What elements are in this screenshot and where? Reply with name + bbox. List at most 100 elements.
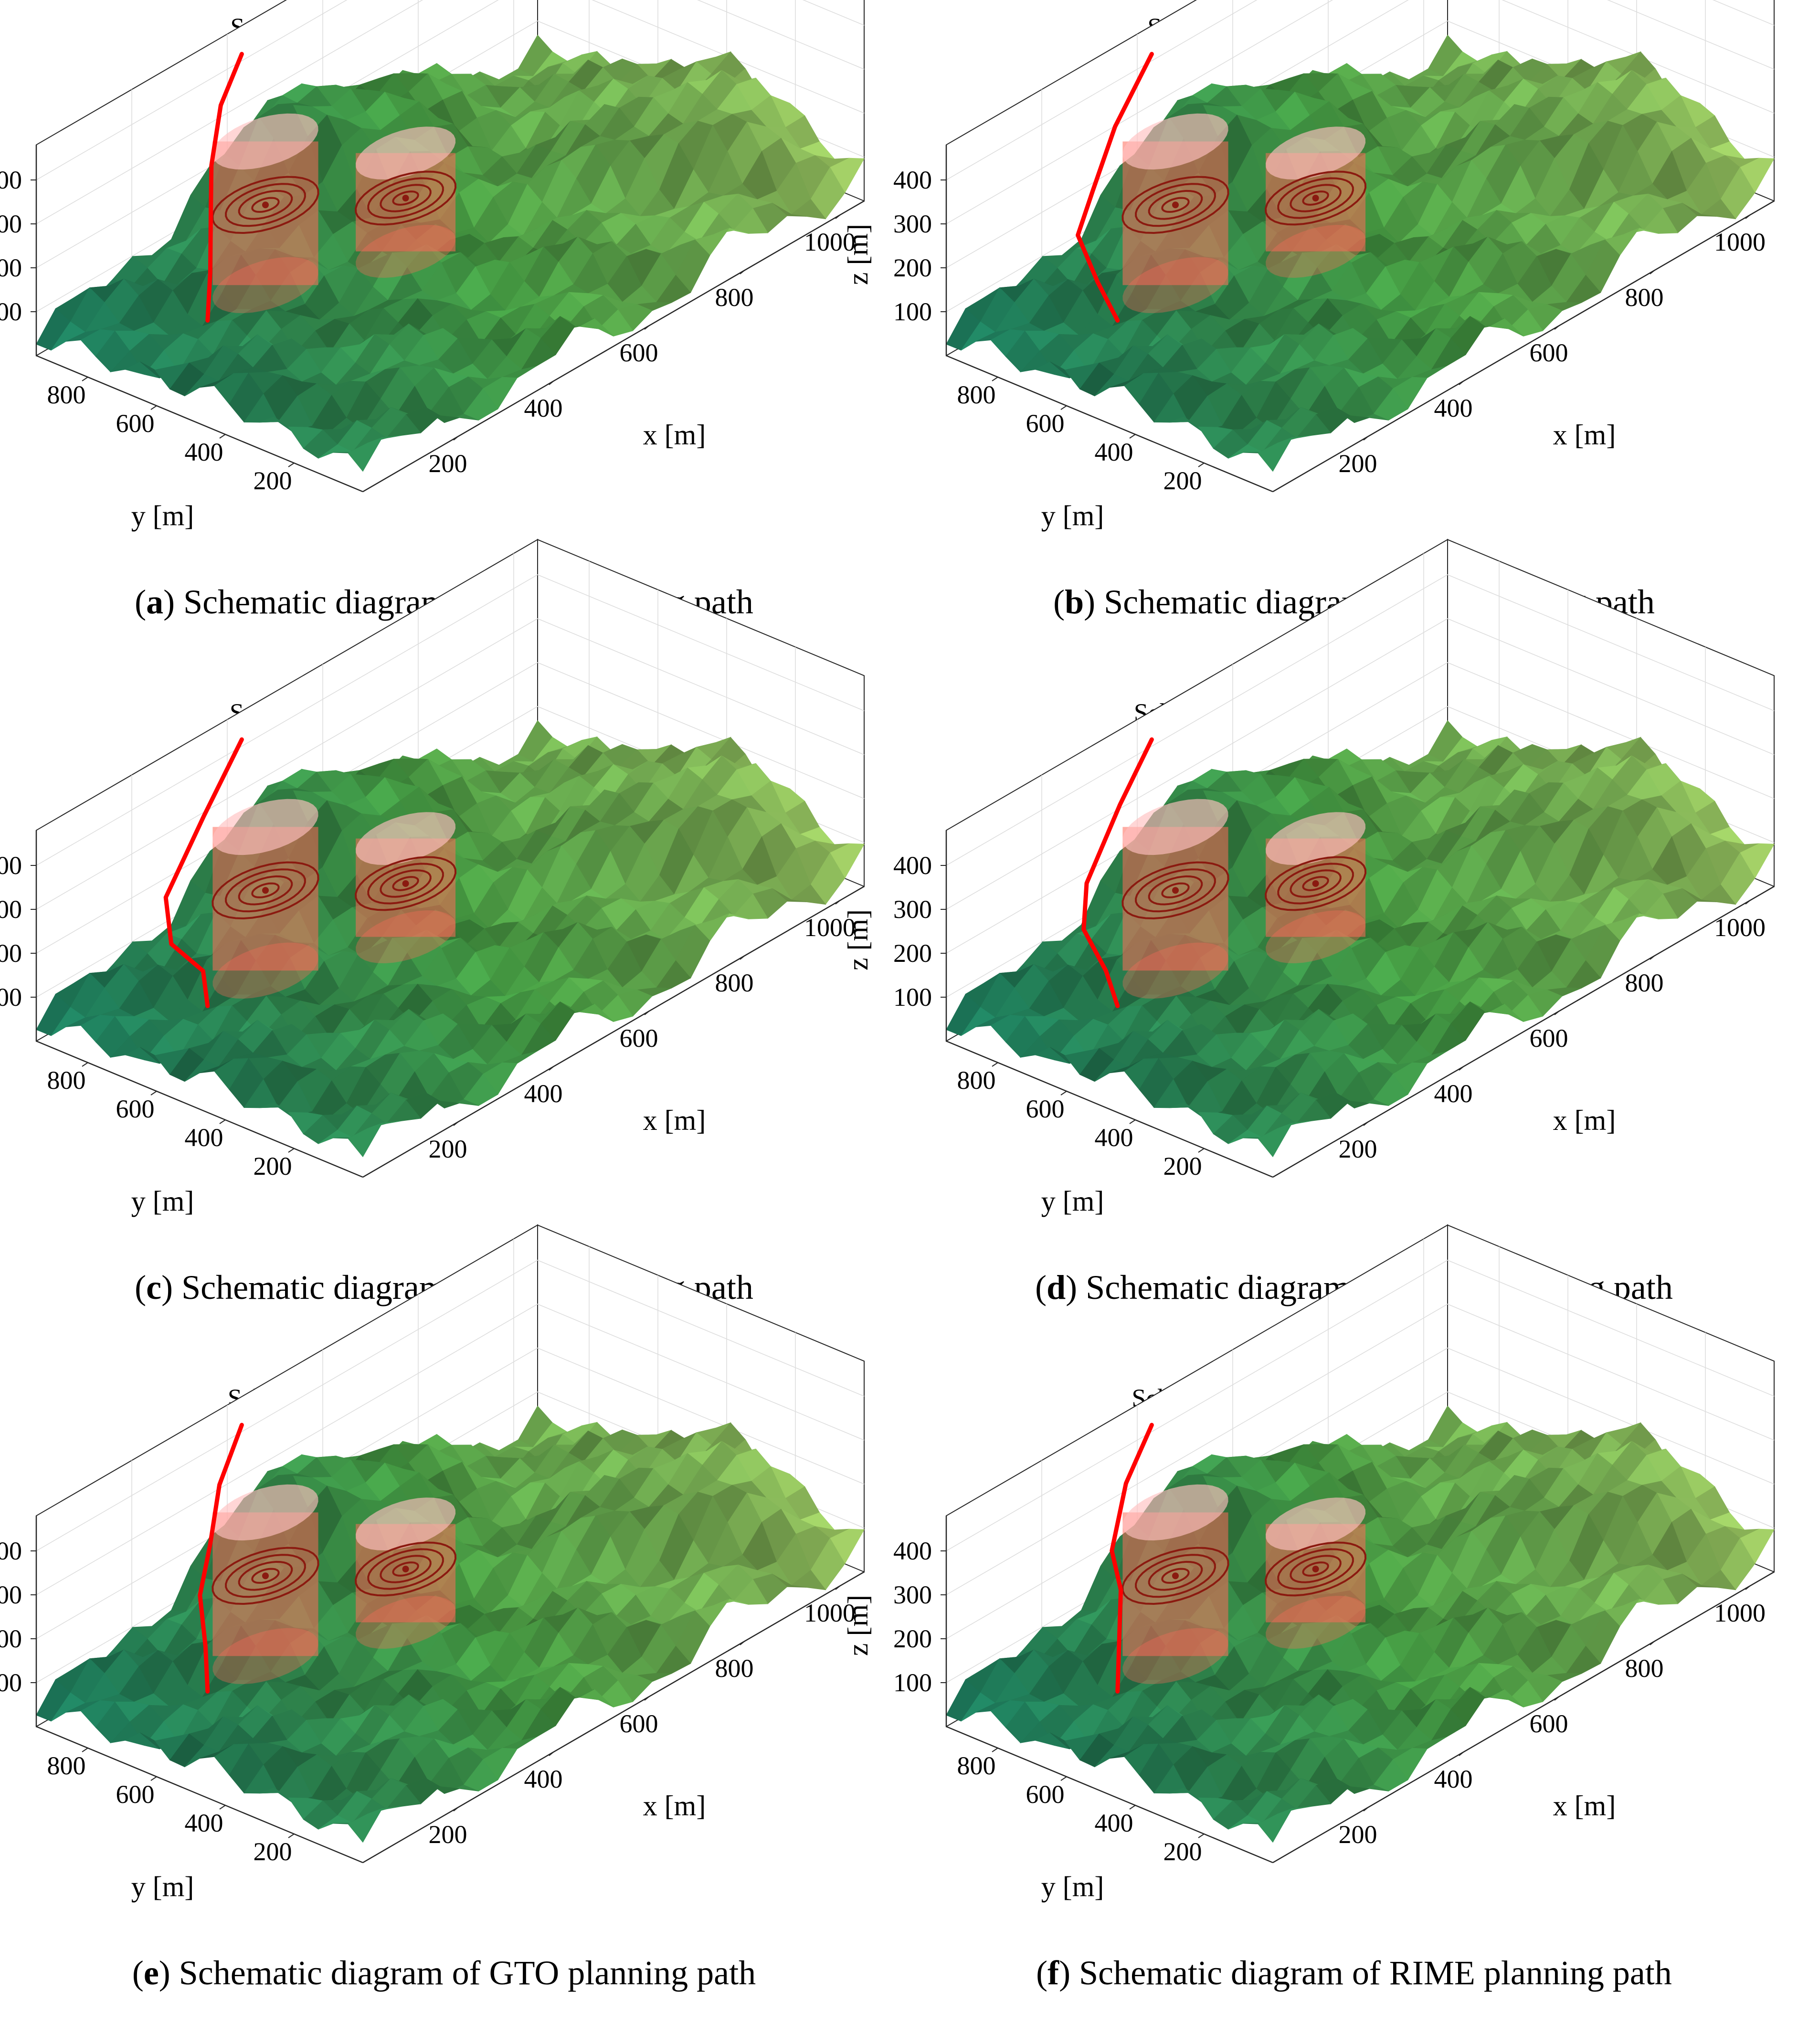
planning-path-line xyxy=(1110,1422,1154,1694)
contour-ring xyxy=(367,177,444,219)
contour-ring xyxy=(367,863,444,905)
obstacle-center xyxy=(1172,201,1179,209)
caption-letter: c xyxy=(146,1268,162,1306)
terrain-surface xyxy=(36,1405,865,1843)
y-tick xyxy=(150,1776,157,1781)
y-tick xyxy=(219,1805,226,1810)
y-tick-label: 400 xyxy=(1095,1123,1133,1152)
contour-ring xyxy=(1265,856,1367,911)
x-tick xyxy=(1459,1751,1464,1756)
obstacle-center xyxy=(402,880,409,887)
contour-ring xyxy=(238,190,293,220)
z-tick-label: 300 xyxy=(893,895,932,924)
x-tick-label: 400 xyxy=(1434,1765,1473,1793)
obstacle-center xyxy=(402,194,409,201)
y-tick xyxy=(1198,463,1205,467)
y-tick-label: 600 xyxy=(1026,1095,1065,1123)
contour-ring xyxy=(238,1560,293,1591)
grid-line xyxy=(36,1348,865,1639)
obstacle-cylinder xyxy=(1121,1484,1229,1684)
x-tick-label: 800 xyxy=(715,969,754,997)
planning-path-line xyxy=(1081,737,1154,1008)
x-tick-label: 600 xyxy=(1530,1709,1568,1738)
tick-labels: 200 400 600 800 1000 200 400 600 800 100 200 300 400 xyxy=(0,851,856,1180)
contour-ring xyxy=(225,868,306,913)
terrain-cell xyxy=(1258,437,1293,472)
x-tick xyxy=(1459,380,1464,385)
z-tick-label: 100 xyxy=(0,297,22,326)
y-axis-line xyxy=(946,355,1273,493)
x-axis-line xyxy=(362,1571,865,1864)
cylinder-top xyxy=(212,113,318,170)
contour-ring xyxy=(1290,184,1342,212)
contour-ring xyxy=(212,861,319,920)
y-tick xyxy=(1060,1091,1067,1096)
x-tick xyxy=(453,436,459,441)
y-tick xyxy=(1129,1805,1136,1810)
y-tick xyxy=(219,1119,226,1124)
tick-labels: 200 400 600 800 1000 200 400 600 800 100 200 300 400 xyxy=(893,1537,1766,1866)
y-tick-label: 600 xyxy=(116,1095,155,1123)
grid-line xyxy=(36,574,865,866)
obstacle-cylinder xyxy=(212,799,319,999)
z-tick-label: 300 xyxy=(0,210,22,238)
contour-ring xyxy=(1121,1547,1229,1605)
cylinder-top xyxy=(356,126,456,179)
contour-ring xyxy=(1121,176,1229,234)
x-axis-label: x [m] xyxy=(1553,419,1616,451)
z-tick-label: 200 xyxy=(893,253,932,282)
x-tick xyxy=(835,1585,841,1590)
y-tick xyxy=(1060,405,1067,410)
grid-lines xyxy=(36,1239,865,1683)
contour-ring xyxy=(1135,183,1216,227)
y-axis-label: y [m] xyxy=(1041,1871,1104,1902)
caption-letter: e xyxy=(143,1954,159,1992)
x-axis-label: x [m] xyxy=(643,1105,706,1136)
y-tick xyxy=(288,1833,295,1838)
grid-line xyxy=(946,0,1775,180)
cylinder-top xyxy=(212,1484,318,1541)
contour-ring xyxy=(1148,1560,1203,1591)
terrain-cell xyxy=(1258,1122,1293,1158)
y-tick xyxy=(1198,1148,1205,1153)
y-tick xyxy=(1198,1833,1205,1838)
grid-line xyxy=(946,662,1775,954)
contour-ring xyxy=(1121,861,1229,920)
y-tick-label: 200 xyxy=(1163,1837,1202,1866)
y-tick-label: 200 xyxy=(1163,1152,1202,1180)
cylinder-top xyxy=(1266,1497,1366,1550)
obstacle-cylinder xyxy=(355,812,457,963)
contour-ring xyxy=(392,876,419,891)
contour-ring xyxy=(212,176,319,234)
contour-ring xyxy=(1161,197,1190,213)
x-tick-label: 600 xyxy=(1530,1024,1568,1053)
z-tick-label: 300 xyxy=(893,1580,932,1609)
contour-ring xyxy=(1290,869,1342,898)
x-axis-line xyxy=(362,200,865,493)
y-tick xyxy=(288,463,295,467)
x-tick-label: 200 xyxy=(429,449,467,478)
caption-letter: d xyxy=(1047,1268,1066,1306)
planning-path-line xyxy=(198,1422,244,1694)
obstacle-cylinder xyxy=(1265,1497,1367,1649)
z-tick-label: 200 xyxy=(0,253,22,282)
y-tick-label: 800 xyxy=(47,1066,86,1095)
y-tick-label: 800 xyxy=(47,380,86,409)
z-tick-label: 400 xyxy=(893,1537,932,1565)
x-tick-label: 400 xyxy=(524,394,563,422)
x-tick xyxy=(740,270,745,274)
contour-ring xyxy=(1302,1561,1329,1577)
planning-path-line xyxy=(205,52,244,323)
y-tick-label: 200 xyxy=(254,1152,292,1180)
contour-ring xyxy=(380,184,432,212)
cylinder-bottom xyxy=(1266,910,1366,963)
obstacle-cylinder xyxy=(1121,113,1229,313)
y-axis-line xyxy=(946,1040,1273,1178)
y-axis-label: y [m] xyxy=(131,1871,194,1902)
x-tick-label: 600 xyxy=(620,1024,658,1053)
x-tick-label: 600 xyxy=(620,1709,658,1738)
cylinder-bottom xyxy=(1266,1596,1366,1649)
x-tick-label: 600 xyxy=(1530,338,1568,367)
y-axis-label: y [m] xyxy=(1041,1185,1104,1217)
x-tick xyxy=(1363,1121,1369,1126)
